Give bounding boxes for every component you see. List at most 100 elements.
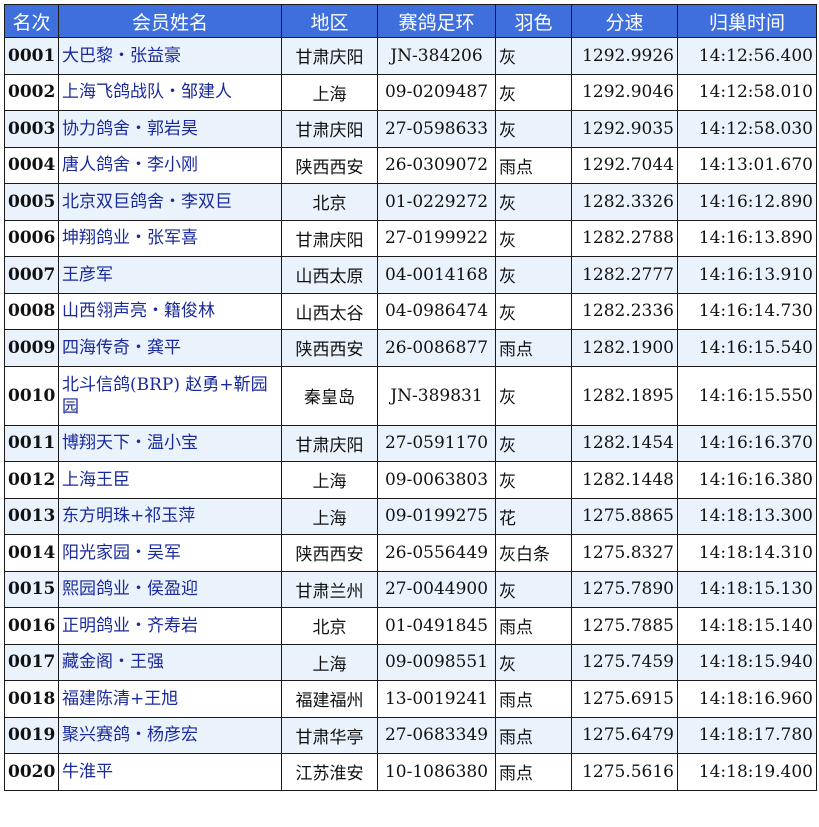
cell-color: 雨点 xyxy=(495,716,572,754)
table-row: 0012 上海王臣 上海 09-0063803 灰 1282.1448 14:16:16.3… xyxy=(4,461,817,499)
cell-ring: 04-0014168 xyxy=(377,256,496,294)
cell-color: 灰 xyxy=(495,461,572,499)
cell-time: 14:18:14.310 xyxy=(677,534,817,572)
col-name-header: 会员姓名 xyxy=(58,4,282,38)
cell-ring: 01-0229272 xyxy=(377,183,496,221)
cell-color: 雨点 xyxy=(495,146,572,184)
cell-time: 14:18:19.400 xyxy=(677,753,817,791)
cell-ring: 27-0683349 xyxy=(377,716,496,754)
cell-time: 14:18:13.300 xyxy=(677,497,817,535)
cell-ring: 27-0598633 xyxy=(377,110,496,148)
cell-ring: 09-0098551 xyxy=(377,643,496,681)
cell-ring: 26-0556449 xyxy=(377,534,496,572)
table-row: 0005 北京双巨鸽舍・李双巨 北京 01-0229272 灰 1282.3326 14:1… xyxy=(4,183,817,221)
cell-time: 14:18:15.140 xyxy=(677,607,817,645)
cell-color: 灰 xyxy=(495,365,572,426)
cell-rank: 0002 xyxy=(4,73,59,111)
cell-rank: 0018 xyxy=(4,680,59,718)
table-row: 0007 王彦军 山西太原 04-0014168 灰 1282.2777 14:16:13.… xyxy=(4,256,817,294)
cell-time: 14:12:58.010 xyxy=(677,73,817,111)
cell-name: 唐人鸽舍・李小刚 xyxy=(58,146,282,184)
table-row: 0002 上海飞鸽战队・邹建人 上海 09-0209487 灰 1292.9046 14:1… xyxy=(4,73,817,111)
cell-ring: 10-1086380 xyxy=(377,753,496,791)
table-row: 0013 东方明珠+祁玉萍 上海 09-0199275 花 1275.8865 14:18:… xyxy=(4,497,817,535)
col-time-header: 归巢时间 xyxy=(677,4,817,38)
cell-speed: 1282.1454 xyxy=(571,424,678,462)
cell-time: 14:16:15.540 xyxy=(677,329,817,367)
cell-speed: 1275.7890 xyxy=(571,570,678,608)
cell-region: 上海 xyxy=(281,461,378,499)
cell-color: 灰 xyxy=(495,570,572,608)
table-row: 0019 聚兴赛鸽・杨彦宏 甘肃华亭 27-0683349 雨点 1275.6479 14:… xyxy=(4,716,817,754)
cell-region: 陕西西安 xyxy=(281,146,378,184)
cell-rank: 0012 xyxy=(4,461,59,499)
cell-time: 14:18:15.940 xyxy=(677,643,817,681)
cell-name: 北斗信鸽(BRP) 赵勇+靳园园 xyxy=(58,365,282,426)
cell-region: 甘肃庆阳 xyxy=(281,37,378,75)
table-row: 0015 熙园鸽业・侯盈迎 甘肃兰州 27-0044900 灰 1275.7890 14:1… xyxy=(4,570,817,608)
cell-region: 北京 xyxy=(281,607,378,645)
cell-rank: 0006 xyxy=(4,219,59,257)
cell-rank: 0015 xyxy=(4,570,59,608)
cell-name: 福建陈清+王旭 xyxy=(58,680,282,718)
table-row: 0017 藏金阁・王强 上海 09-0098551 灰 1275.7459 14:18:15… xyxy=(4,643,817,681)
cell-time: 14:18:17.780 xyxy=(677,716,817,754)
cell-name: 熙园鸽业・侯盈迎 xyxy=(58,570,282,608)
cell-rank: 0013 xyxy=(4,497,59,535)
cell-speed: 1282.2777 xyxy=(571,256,678,294)
cell-region: 甘肃庆阳 xyxy=(281,219,378,257)
cell-speed: 1275.8865 xyxy=(571,497,678,535)
header-row: 名次 会员姓名 地区 赛鸽足环 羽色 分速 归巢时间 xyxy=(4,4,817,38)
cell-name: 牛淮平 xyxy=(58,753,282,791)
cell-ring: 26-0086877 xyxy=(377,329,496,367)
cell-region: 上海 xyxy=(281,643,378,681)
cell-name: 坤翔鸽业・张军喜 xyxy=(58,219,282,257)
cell-time: 14:16:14.730 xyxy=(677,292,817,330)
cell-color: 花 xyxy=(495,497,572,535)
cell-color: 灰白条 xyxy=(495,534,572,572)
cell-speed: 1275.6915 xyxy=(571,680,678,718)
cell-region: 江苏淮安 xyxy=(281,753,378,791)
cell-ring: 27-0591170 xyxy=(377,424,496,462)
cell-name: 聚兴赛鸽・杨彦宏 xyxy=(58,716,282,754)
cell-rank: 0014 xyxy=(4,534,59,572)
cell-speed: 1275.8327 xyxy=(571,534,678,572)
cell-rank: 0009 xyxy=(4,329,59,367)
table-row: 0018 福建陈清+王旭 福建福州 13-0019241 雨点 1275.6915 14:1… xyxy=(4,680,817,718)
cell-ring: 27-0044900 xyxy=(377,570,496,608)
cell-region: 秦皇岛 xyxy=(281,365,378,426)
cell-name: 王彦军 xyxy=(58,256,282,294)
cell-name: 阳光家园・吴军 xyxy=(58,534,282,572)
col-color-header: 羽色 xyxy=(495,4,572,38)
table-row: 0020 牛淮平 江苏淮安 10-1086380 雨点 1275.5616 14:18:19… xyxy=(4,753,817,791)
results-table: 名次 会员姓名 地区 赛鸽足环 羽色 分速 归巢时间 0001 大巴黎・张益豪 甘肃… xyxy=(4,4,817,791)
cell-time: 14:12:56.400 xyxy=(677,37,817,75)
cell-region: 山西太原 xyxy=(281,256,378,294)
cell-name: 上海王臣 xyxy=(58,461,282,499)
cell-color: 雨点 xyxy=(495,329,572,367)
cell-time: 14:16:16.370 xyxy=(677,424,817,462)
cell-time: 14:16:13.890 xyxy=(677,219,817,257)
cell-time: 14:16:13.910 xyxy=(677,256,817,294)
cell-name: 大巴黎・张益豪 xyxy=(58,37,282,75)
cell-name: 正明鸽业・齐寿岩 xyxy=(58,607,282,645)
cell-ring: JN-384206 xyxy=(377,37,496,75)
cell-time: 14:13:01.670 xyxy=(677,146,817,184)
cell-name: 山西翎声亮・籍俊林 xyxy=(58,292,282,330)
cell-color: 灰 xyxy=(495,37,572,75)
cell-color: 雨点 xyxy=(495,753,572,791)
cell-ring: 13-0019241 xyxy=(377,680,496,718)
cell-name: 四海传奇・龚平 xyxy=(58,329,282,367)
cell-color: 雨点 xyxy=(495,680,572,718)
col-rank-header: 名次 xyxy=(4,4,59,38)
cell-speed: 1292.7044 xyxy=(571,146,678,184)
col-speed-header: 分速 xyxy=(571,4,678,38)
cell-color: 雨点 xyxy=(495,607,572,645)
table-row: 0010 北斗信鸽(BRP) 赵勇+靳园园 秦皇岛 JN-389831 灰 1282.18… xyxy=(4,365,817,426)
cell-speed: 1282.1895 xyxy=(571,365,678,426)
cell-time: 14:18:16.960 xyxy=(677,680,817,718)
cell-rank: 0020 xyxy=(4,753,59,791)
cell-color: 灰 xyxy=(495,110,572,148)
cell-region: 福建福州 xyxy=(281,680,378,718)
cell-name: 北京双巨鸽舍・李双巨 xyxy=(58,183,282,221)
